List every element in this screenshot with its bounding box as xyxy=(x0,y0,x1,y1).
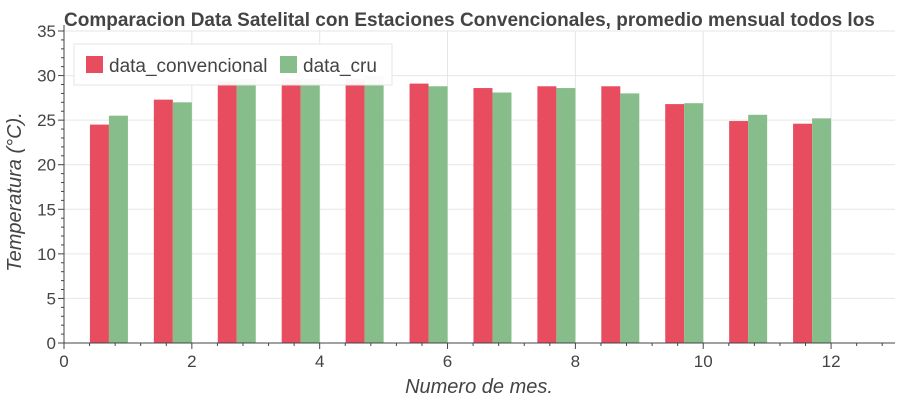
bar-data_cru-month-9 xyxy=(620,93,640,344)
bar-data_cru-month-4 xyxy=(300,79,320,343)
bar-data_cru-month-12 xyxy=(812,118,832,343)
bar-data_cru-month-1 xyxy=(108,115,128,343)
legend-label-data_convencional: data_convencional xyxy=(109,56,267,77)
x-tick-label: 6 xyxy=(443,352,452,371)
x-tick-label: 10 xyxy=(694,352,713,371)
bar-data_convencional-month-8 xyxy=(537,86,557,344)
y-tick-label: 20 xyxy=(37,156,56,175)
legend-box xyxy=(73,43,393,86)
legend-swatch-data_cru xyxy=(280,56,297,73)
y-tick-label: 5 xyxy=(47,289,56,308)
x-tick-label: 4 xyxy=(315,352,324,371)
bar-data_convencional-month-9 xyxy=(601,86,621,344)
y-axis-label: Temperatura (°C). xyxy=(4,112,26,272)
y-tick-label: 10 xyxy=(37,245,56,264)
bar-data_convencional-month-2 xyxy=(153,99,173,343)
chart-title: Comparacion Data Satelital con Estacione… xyxy=(64,10,875,31)
bar-data_cru-month-2 xyxy=(172,102,192,343)
y-tick-label: 0 xyxy=(47,334,56,353)
legend-swatch-data_convencional xyxy=(86,56,103,73)
y-tick-label: 35 xyxy=(37,22,56,41)
bar-data_convencional-month-12 xyxy=(793,123,813,343)
bars xyxy=(89,75,832,344)
legend-label-data_cru: data_cru xyxy=(303,56,377,77)
bar-data_cru-month-5 xyxy=(364,75,384,344)
x-tick-label: 12 xyxy=(822,352,841,371)
bar-data_convencional-month-11 xyxy=(729,121,749,343)
bar-data_cru-month-10 xyxy=(684,103,704,343)
bar-data_cru-month-8 xyxy=(556,88,576,344)
x-tick-label: 8 xyxy=(571,352,580,371)
x-tick-label: 0 xyxy=(59,352,68,371)
bar-data_cru-month-6 xyxy=(428,86,448,344)
y-tick-label: 30 xyxy=(37,67,56,86)
bar-data_cru-month-11 xyxy=(748,114,768,344)
bar-data_cru-month-3 xyxy=(236,79,256,343)
axes: 0 5 10 15 20 25 30 35 0 2 4 6 8 10 12 xyxy=(37,22,895,371)
bar-data_convencional-month-3 xyxy=(217,80,237,344)
bar-data_convencional-month-10 xyxy=(665,104,685,344)
x-tick-label: 2 xyxy=(187,352,196,371)
bar-data_convencional-month-1 xyxy=(89,124,109,343)
bar-data_convencional-month-6 xyxy=(409,83,429,343)
bar-data_convencional-month-4 xyxy=(281,79,301,343)
y-tick-label: 25 xyxy=(37,111,56,130)
bar-data_convencional-month-5 xyxy=(345,79,365,343)
legend: data_convencional data_cru xyxy=(73,43,393,86)
bar-data_cru-month-7 xyxy=(492,92,512,343)
x-axis-label: Numero de mes. xyxy=(405,376,553,398)
bar-data_convencional-month-7 xyxy=(473,88,493,344)
y-tick-label: 15 xyxy=(37,200,56,219)
